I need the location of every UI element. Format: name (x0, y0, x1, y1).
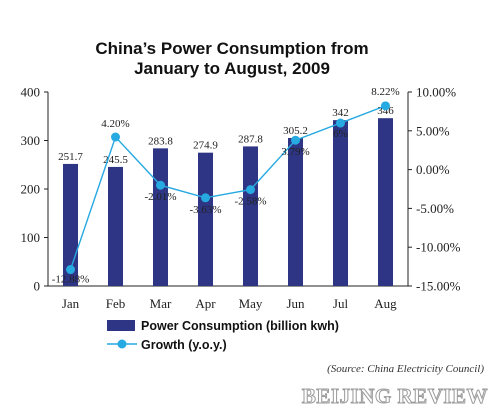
x-axis-tick-label: Aug (374, 296, 397, 311)
chart-title-line-1: China’s Power Consumption from (95, 39, 368, 58)
growth-value-label: 4.20% (101, 118, 129, 130)
growth-point (336, 118, 345, 128)
growth-line-series (66, 101, 390, 275)
growth-value-label: -3.63% (189, 204, 221, 216)
bar-value-label: 346 (377, 105, 394, 117)
right-axis-tick-label: -15.00% (416, 279, 461, 294)
x-axis-tick-label: Jul (333, 296, 349, 311)
chart-title: China’s Power Consumption from January t… (95, 39, 368, 78)
bar-value-label: 305.2 (283, 125, 308, 137)
x-axis-tick-label: Feb (106, 296, 126, 311)
growth-value-label: -2.58% (234, 196, 266, 208)
x-axis-tick-label: Jun (286, 296, 305, 311)
growth-point (201, 193, 210, 203)
right-axis-tick-label: 10.00% (416, 85, 456, 100)
bar (108, 166, 123, 286)
bar-series (63, 118, 393, 286)
bar (288, 137, 303, 286)
legend-bar-label: Power Consumption (billion kwh) (141, 319, 339, 333)
x-axis-tick-label: Apr (195, 296, 216, 311)
growth-point (381, 101, 390, 111)
growth-value-label: -2.01% (144, 191, 176, 203)
left-axis-tick-label: 100 (21, 230, 41, 245)
growth-value-labels: -12.88% 4.20% -2.01% -3.63% -2.58% 3.79% 6% 8.2… (52, 86, 400, 286)
chart-title-line-2: January to August, 2009 (134, 59, 330, 78)
growth-line (69, 105, 386, 270)
growth-value-label: -12.88% (52, 274, 90, 286)
x-axis-tick-label: May (239, 296, 263, 311)
left-axis-ticks: 0 100 200 300 400 (21, 85, 48, 294)
legend-line-label: Growth (y.o.y.) (141, 338, 227, 352)
right-axis-ticks: 10.00% 5.00% 0.00% -5.00% -10.00% -15.00% (408, 85, 461, 294)
left-axis-tick-label: 300 (21, 133, 41, 148)
bar-value-label: 251.7 (58, 151, 83, 163)
x-axis-tick-label: Jan (62, 296, 80, 311)
growth-point (246, 185, 255, 195)
right-axis-tick-label: 5.00% (416, 123, 450, 138)
growth-point (156, 180, 165, 190)
bar (378, 118, 393, 286)
bar (198, 152, 213, 286)
brand-wordmark: BEIJING REVIEW (302, 384, 488, 408)
right-axis-tick-label: 0.00% (416, 162, 450, 177)
growth-value-label: 3.79% (281, 146, 309, 158)
bar-value-label: 283.8 (148, 135, 173, 147)
right-axis-tick-label: -10.00% (416, 240, 461, 255)
bar (63, 163, 78, 286)
left-axis-tick-label: 0 (34, 279, 41, 294)
growth-point (111, 132, 120, 142)
plot-area: 0 100 200 300 400 10.00% 5.00% 0.00% -5.00% -10.… (21, 85, 461, 312)
legend: Power Consumption (billion kwh) Growth (… (107, 319, 339, 352)
source-note: (Source: China Electricity Council) (327, 363, 484, 375)
growth-value-label: 6% (333, 128, 348, 140)
legend-bar-swatch (107, 320, 135, 331)
growth-value-label: 8.22% (371, 86, 399, 98)
left-axis-tick-label: 400 (21, 85, 41, 100)
bar (243, 146, 258, 286)
bar-value-label: 274.9 (193, 140, 218, 152)
x-axis-ticks: Jan Feb Mar Apr May Jun Jul Aug (62, 296, 397, 311)
bar (153, 148, 168, 286)
growth-point (66, 265, 75, 275)
growth-point (291, 135, 300, 145)
bar-value-label: 342 (332, 107, 349, 119)
right-axis-tick-label: -5.00% (416, 201, 454, 216)
x-axis-tick-label: Mar (150, 296, 172, 311)
bar (333, 120, 348, 286)
legend-line-marker (117, 339, 127, 349)
bar-value-label: 287.8 (238, 133, 263, 145)
left-axis-tick-label: 200 (21, 182, 41, 197)
